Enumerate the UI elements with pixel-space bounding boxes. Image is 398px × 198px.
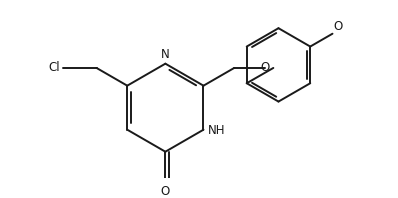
Text: NH: NH: [208, 124, 225, 137]
Text: Cl: Cl: [49, 61, 60, 74]
Text: O: O: [161, 185, 170, 198]
Text: O: O: [260, 61, 269, 74]
Text: O: O: [333, 20, 342, 33]
Text: N: N: [161, 48, 170, 61]
